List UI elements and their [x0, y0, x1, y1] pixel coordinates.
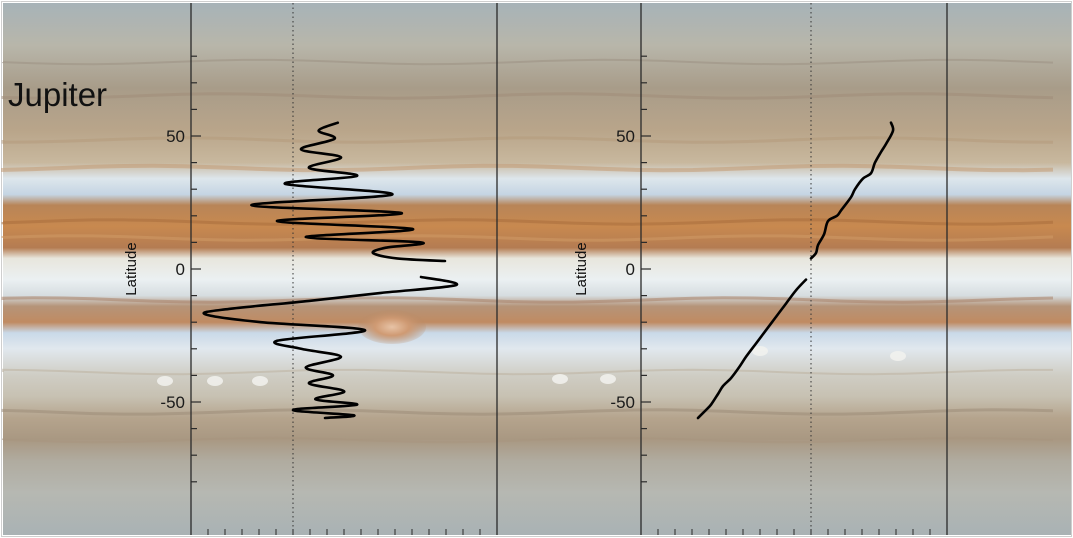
y-tick-label: 0 — [626, 260, 635, 279]
cloud-streak — [1, 296, 1054, 304]
chart-panels: 50 0 -50 Latitude 50 0 -50 Latitude — [123, 3, 948, 535]
series-line-segment-1 — [809, 121, 895, 260]
y-tick-label: -50 — [610, 393, 635, 412]
y-tick-label: -50 — [160, 393, 185, 412]
jupiter-band-background — [3, 3, 1071, 535]
white-oval — [157, 376, 173, 386]
white-oval — [600, 374, 616, 384]
cloud-streak — [1, 408, 1054, 416]
white-oval — [252, 376, 268, 386]
white-ovals — [157, 346, 906, 386]
white-oval — [890, 351, 906, 361]
cloud-streak — [1, 234, 1054, 242]
white-oval — [207, 376, 223, 386]
cloud-streak — [2, 58, 1054, 66]
y-axis-label: Latitude — [573, 242, 590, 295]
cloud-streak — [2, 368, 1053, 376]
y-tick-label: 50 — [616, 127, 635, 146]
cloud-streak — [1, 136, 1054, 144]
series-line-segment-2 — [696, 278, 808, 420]
y-tick-label: 0 — [176, 260, 185, 279]
y-axis-label: Latitude — [123, 242, 140, 295]
chart-panel-2: 50 0 -50 Latitude — [573, 3, 948, 535]
great-red-spot — [358, 310, 426, 344]
figure-title: Jupiter — [8, 76, 107, 113]
chart-panel-1: 50 0 -50 Latitude — [123, 3, 498, 535]
series-line-segment-2 — [202, 275, 459, 420]
cloud-streak — [2, 436, 1054, 444]
cloud-streak — [1, 218, 1054, 226]
y-tick-label: 50 — [166, 127, 185, 146]
white-oval — [752, 346, 768, 356]
white-oval — [552, 374, 568, 384]
series-line-segment-1 — [250, 121, 447, 263]
cloud-streak — [1, 92, 1054, 100]
